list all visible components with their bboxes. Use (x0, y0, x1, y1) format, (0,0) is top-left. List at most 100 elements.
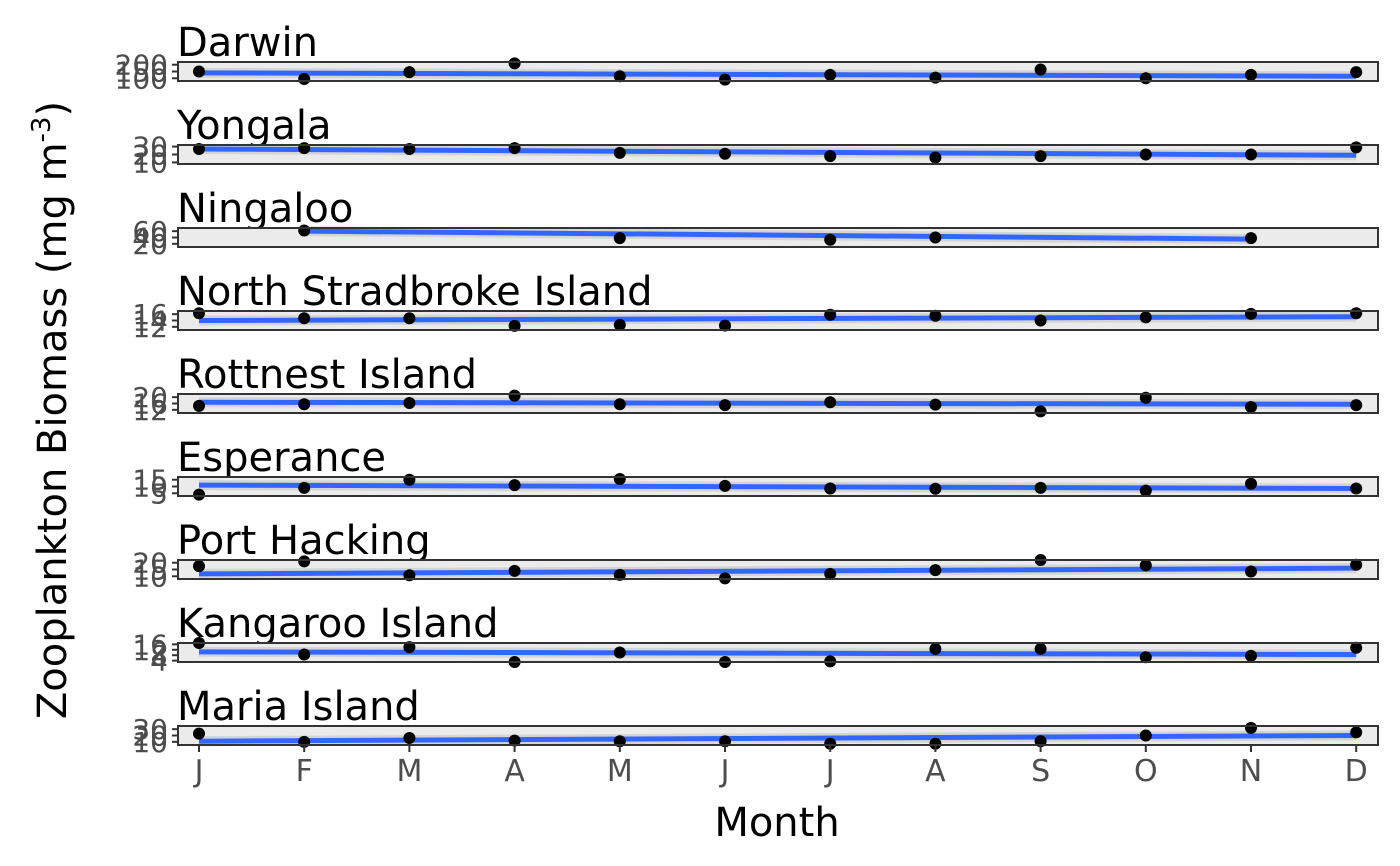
data-point (403, 473, 416, 486)
x-tick-label: O (1134, 754, 1158, 789)
data-point (1139, 148, 1152, 161)
data-point (1245, 68, 1257, 81)
data-point (929, 737, 942, 750)
y-tick-label: 16 (132, 388, 168, 421)
data-point (1245, 721, 1257, 734)
data-point (1034, 405, 1047, 418)
data-point (824, 567, 837, 580)
data-point (1139, 559, 1152, 572)
data-point (929, 151, 942, 164)
trend-line (198, 70, 1357, 79)
y-axis-title: Zooplankton Biomass (mg m-3) (27, 101, 76, 719)
x-tick-label: F (296, 754, 313, 789)
y-tick-label: 20 (132, 381, 168, 414)
data-point (929, 482, 942, 495)
data-point (1245, 477, 1257, 490)
data-point (1139, 484, 1152, 497)
data-point (929, 398, 942, 411)
facet-title: Darwin (177, 20, 318, 66)
data-point (719, 73, 731, 86)
data-point (193, 65, 205, 78)
data-point (1350, 482, 1363, 495)
data-point (403, 66, 416, 79)
x-tick-label: M (607, 754, 633, 789)
panel-border (177, 61, 1379, 82)
data-point (824, 68, 837, 81)
data-point (298, 555, 311, 568)
data-point (613, 70, 626, 83)
panel-border (177, 310, 1379, 331)
facet-title: Kangaroo Island (177, 601, 499, 647)
data-point (719, 479, 731, 492)
data-point (929, 642, 942, 655)
x-tick-label: J (824, 754, 835, 789)
panel-border (177, 642, 1379, 663)
data-point (929, 231, 942, 244)
data-point (1245, 565, 1257, 578)
y-tick-label: 12 (132, 634, 168, 667)
trend-line (198, 565, 1357, 577)
y-tick-label: 20 (132, 720, 168, 753)
y-tick-label: 30 (132, 713, 168, 746)
x-tick-label: A (504, 754, 525, 789)
trend-line (198, 146, 1357, 158)
trend-line (304, 228, 1252, 242)
data-point (1350, 66, 1363, 79)
y-tick-label: 60 (132, 215, 168, 248)
y-tick-label: 16 (132, 628, 168, 661)
y-tick-label: 8 (150, 639, 168, 672)
data-point (1139, 651, 1152, 664)
y-tick-label: 40 (132, 222, 168, 255)
y-tick-label: 10 (132, 471, 168, 504)
panel-border (177, 227, 1379, 248)
data-point (929, 309, 942, 322)
data-point (824, 150, 837, 163)
data-point (1139, 72, 1152, 85)
data-point (508, 142, 521, 155)
data-point (1350, 399, 1363, 412)
data-point (613, 646, 626, 659)
data-point (1034, 150, 1047, 163)
data-point (193, 399, 205, 412)
data-point (298, 648, 311, 661)
y-tick-label: 150 (115, 56, 168, 89)
data-point (193, 560, 205, 573)
data-point (824, 233, 837, 246)
data-point (1350, 558, 1363, 571)
y-tick-label: 100 (115, 62, 168, 95)
data-point (824, 482, 837, 495)
data-point (403, 312, 416, 325)
data-point (1350, 641, 1363, 654)
panel-border (177, 476, 1379, 497)
data-point (1350, 307, 1363, 320)
y-tick-label: 4 (150, 645, 168, 678)
trend-line (198, 733, 1357, 744)
facet-title: Esperance (177, 435, 386, 481)
y-tick-label: 10 (132, 726, 168, 759)
data-point (1245, 232, 1257, 245)
data-point (403, 397, 416, 410)
y-axis-title-superscript: -3 (27, 117, 57, 143)
facet-title: North Stradbroke Island (177, 269, 653, 315)
panel-border (177, 393, 1379, 414)
y-tick-label: 16 (132, 298, 168, 331)
data-point (508, 479, 521, 492)
data-point (508, 319, 521, 332)
x-tick-label: N (1240, 754, 1262, 789)
trend-line (198, 482, 1357, 492)
data-point (1245, 148, 1257, 161)
data-point (1245, 307, 1257, 320)
data-point (719, 147, 731, 160)
data-point (298, 224, 311, 237)
x-tick-label: J (193, 754, 204, 789)
panels-layer: Darwin100150200Yongala102030Ningaloo2040… (115, 20, 1379, 759)
data-point (613, 568, 626, 581)
